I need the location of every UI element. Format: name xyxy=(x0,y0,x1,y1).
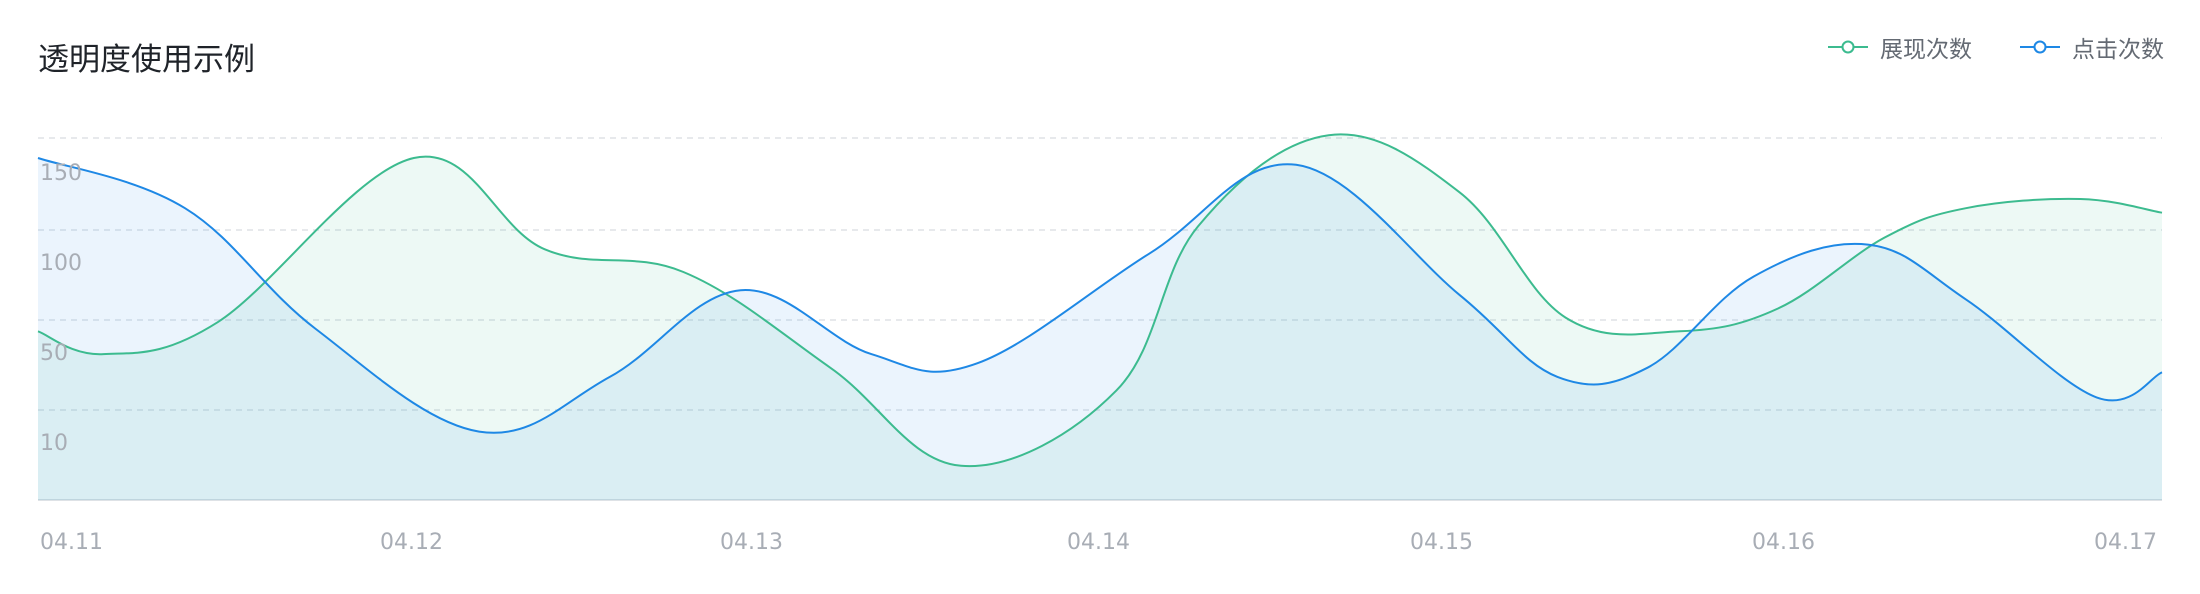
x-tick-label: 04.14 xyxy=(1067,530,1130,555)
legend-item-clicks[interactable]: 点击次数 xyxy=(2020,30,2164,64)
series-area-clicks xyxy=(38,158,2162,500)
legend-label-impressions: 展现次数 xyxy=(1880,37,1972,63)
x-tick-label: 04.12 xyxy=(380,530,443,555)
x-tick-label: 04.15 xyxy=(1410,530,1473,555)
series-lines xyxy=(37,133,2163,468)
legend-swatch-impressions xyxy=(1828,40,1868,54)
y-tick-label: 150 xyxy=(40,161,82,186)
series-line-clicks xyxy=(37,157,2163,434)
x-tick-label: 04.11 xyxy=(40,530,103,555)
grid-lines xyxy=(38,137,2162,501)
y-tick-label: 100 xyxy=(40,251,82,276)
x-tick-label: 04.16 xyxy=(1752,530,1815,555)
legend-item-impressions[interactable]: 展现次数 xyxy=(1828,30,1972,64)
chart-legend: 展现次数 点击次数 xyxy=(1828,30,2164,64)
x-axis-labels: 04.11 04.12 04.13 04.14 04.15 04.16 04.17 xyxy=(40,530,2157,555)
chart-title: 透明度使用示例 xyxy=(38,42,255,78)
y-tick-label: 10 xyxy=(40,431,68,456)
y-tick-label: 50 xyxy=(40,341,68,366)
series-areas xyxy=(38,134,2162,500)
x-tick-label: 04.17 xyxy=(2094,530,2157,555)
series-line-impressions xyxy=(37,133,2163,468)
legend-label-clicks: 点击次数 xyxy=(2072,37,2164,63)
series-area-impressions xyxy=(38,134,2162,500)
x-tick-label: 04.13 xyxy=(720,530,783,555)
y-axis-labels: 150 100 50 10 xyxy=(40,161,82,456)
legend-swatch-clicks xyxy=(2020,40,2060,54)
